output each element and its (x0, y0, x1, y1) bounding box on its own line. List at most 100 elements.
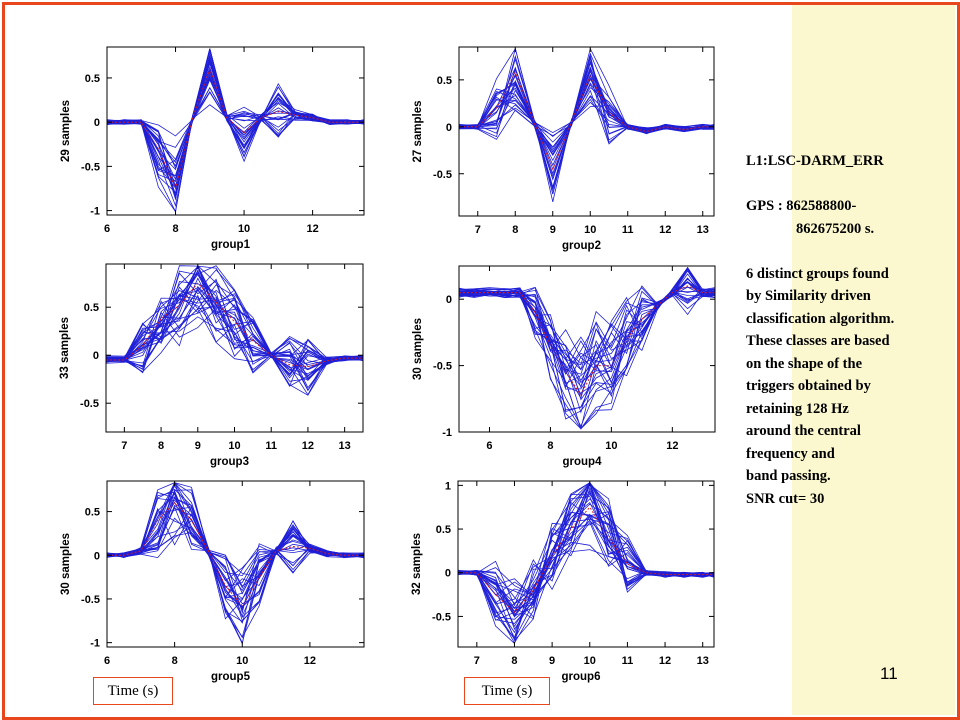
x-tick-label: 12 (306, 223, 318, 235)
sample-trace (459, 70, 714, 138)
mean-trace (107, 502, 364, 607)
sample-trace (459, 281, 715, 420)
x-tick-label: 8 (172, 223, 178, 235)
x-tick-label: 9 (195, 440, 201, 452)
sample-trace (459, 288, 715, 430)
y-axis-label: 30 samples (60, 533, 72, 595)
x-tick-label: 8 (172, 655, 178, 667)
axes-box (457, 480, 715, 648)
y-tick-label: 0 (94, 117, 100, 129)
series-group (459, 266, 715, 430)
x-tick-label: 6 (104, 223, 110, 235)
chart-group4: 6 8 10 12 -1 -0.5 0 group4 30 samples (412, 265, 716, 468)
x-tick-label: 11 (622, 655, 634, 667)
mean-trace (106, 282, 363, 368)
description-line: frequency and (746, 445, 835, 462)
x-tick-label: 9 (550, 224, 556, 236)
chart-group2: 7 8 9 10 11 12 13 -0.5 0 0.5 group2 27 samples (412, 46, 715, 252)
y-tick-label: 1 (445, 480, 451, 492)
y-tick-label: -1 (90, 206, 100, 218)
description-line: triggers obtained by (746, 378, 871, 394)
y-axis-label: 30 samples (412, 318, 424, 380)
x-tick-label: 6 (104, 655, 110, 667)
sample-trace (106, 277, 363, 363)
y-tick-label: 0 (446, 294, 452, 306)
sample-trace (106, 278, 363, 392)
y-axis-label: 32 samples (411, 533, 423, 595)
description-line: 6 distinct groups found (746, 265, 889, 282)
axes-box (458, 46, 715, 217)
sample-trace (459, 287, 715, 371)
y-tick-label: 0.5 (437, 75, 452, 87)
sample-trace (459, 78, 714, 181)
sample-trace (459, 282, 715, 388)
sample-trace (459, 266, 715, 430)
sample-trace (106, 269, 363, 370)
y-tick-label: -0.5 (433, 169, 452, 181)
x-tick-label: 8 (547, 440, 553, 452)
y-tick-label: 0.5 (436, 524, 451, 536)
sample-trace (106, 288, 363, 396)
sample-trace (459, 100, 714, 195)
series-group (458, 481, 714, 645)
sample-trace (107, 69, 364, 150)
axes-box (106, 46, 365, 216)
sample-trace (106, 272, 363, 381)
sample-trace (106, 295, 363, 377)
sample-trace (107, 482, 364, 608)
x-axis-label: group4 (563, 456, 603, 468)
sample-trace (459, 61, 714, 148)
y-tick-label: -0.5 (80, 398, 99, 410)
x-tick-label: 13 (339, 440, 351, 452)
sample-trace (107, 501, 364, 638)
notes-text: L1:LSC-DARM_ERR GPS : 862588800- 8626752… (746, 150, 946, 510)
x-tick-label: 7 (474, 655, 480, 667)
sample-trace (458, 549, 714, 607)
x-tick-label: 12 (659, 655, 671, 667)
sample-trace (458, 489, 714, 645)
axes-box (458, 265, 716, 433)
y-axis-label: 27 samples (412, 100, 424, 162)
channel-name: L1:LSC-DARM_ERR (746, 153, 884, 169)
chart-group1: 6 8 10 12 -1 -0.5 0 0.5 group1 29 samples (60, 46, 365, 251)
x-axis-label: group1 (211, 239, 251, 251)
notes-spacer (746, 240, 946, 263)
gps-range-end: 862675200 s. (796, 220, 875, 237)
y-tick-label: 0.5 (85, 507, 100, 519)
sample-trace (459, 77, 714, 148)
sample-trace (107, 488, 364, 644)
description-line: on the shape of the (746, 355, 863, 372)
sample-trace (107, 504, 364, 578)
sample-trace (458, 498, 714, 617)
y-tick-label: -0.5 (81, 161, 100, 173)
x-tick-label: 12 (304, 655, 316, 667)
sample-trace (106, 273, 363, 362)
time-label-right: Time (s) (464, 677, 550, 705)
mean-trace (458, 506, 714, 613)
x-tick-label: 10 (584, 224, 596, 236)
y-tick-label: 0 (94, 550, 100, 562)
sample-trace (106, 306, 363, 369)
x-axis-label: group6 (562, 671, 601, 683)
series-group (459, 47, 714, 202)
x-axis-label: group3 (210, 456, 249, 468)
description-line: These classes are based (746, 333, 890, 349)
x-tick-label: 11 (622, 224, 634, 236)
axes-box (106, 480, 365, 648)
x-tick-label: 10 (238, 223, 250, 235)
snr-cut: SNR cut= 30 (746, 490, 825, 507)
y-tick-label: -0.5 (81, 594, 100, 606)
sample-trace (459, 289, 715, 414)
sample-trace (106, 272, 363, 396)
gps-range-start: GPS : 862588800- (746, 198, 857, 214)
sample-trace (458, 493, 714, 640)
x-tick-label: 8 (158, 440, 164, 452)
x-tick-label: 12 (302, 440, 314, 452)
sample-trace (459, 281, 715, 401)
sample-trace (107, 48, 364, 198)
sample-trace (458, 519, 714, 612)
description-line: retaining 128 Hz (746, 400, 849, 417)
